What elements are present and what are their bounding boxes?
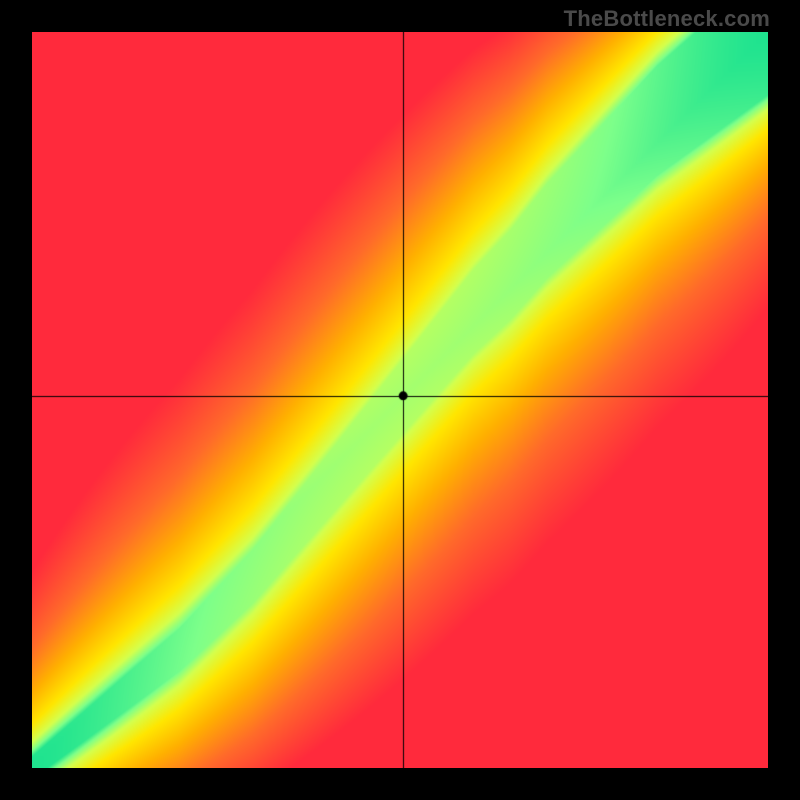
watermark-text: TheBottleneck.com [564,6,770,32]
chart-frame: TheBottleneck.com [0,0,800,800]
crosshair-overlay [32,32,768,768]
